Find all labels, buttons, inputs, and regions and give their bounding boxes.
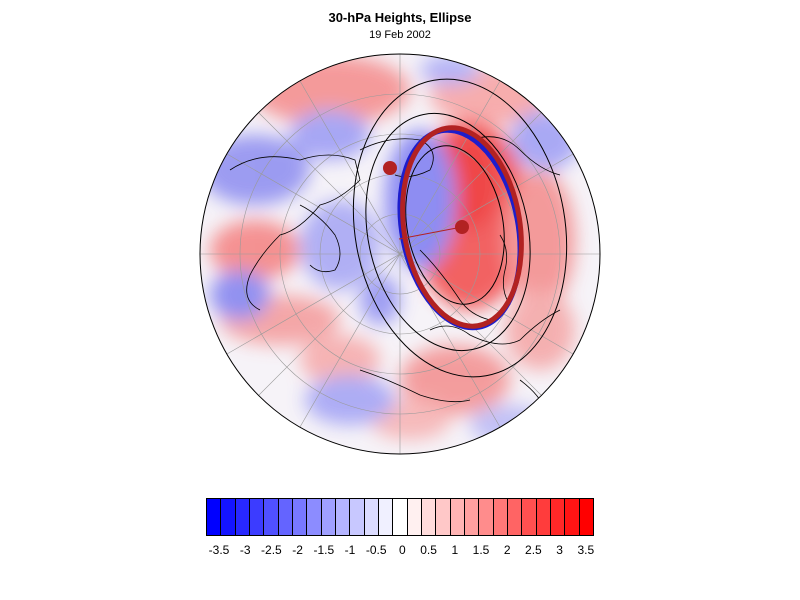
colorbar-tick-label: 0 — [399, 543, 406, 557]
colorbar — [206, 498, 594, 536]
globe-border — [199, 53, 601, 455]
colorbar-segment — [436, 499, 451, 535]
colorbar-segment — [207, 499, 222, 535]
colorbar-tick-label: 2 — [503, 543, 511, 557]
height-contours — [352, 78, 568, 378]
colorbar-segment — [221, 499, 236, 535]
red-ellipse — [400, 125, 524, 329]
colorbar-segment — [450, 499, 465, 535]
colorbar-segment — [335, 499, 351, 535]
colorbar-segment — [350, 499, 365, 535]
colorbar-segment — [364, 499, 379, 535]
colorbar-labels: -3.5 -3 -2.5 -2 -1.5 -1 -0.5 0 0.5 1 1.5 2 2.5 3 3.5 — [0, 543, 800, 559]
vortex-marker — [383, 161, 397, 175]
colorbar-segment — [536, 499, 551, 535]
anomaly-field — [200, 54, 600, 454]
colorbar-segment — [307, 499, 322, 535]
colorbar-segment — [479, 499, 494, 535]
colorbar-segment — [579, 499, 593, 535]
colorbar-tick-label: 3.5 — [577, 543, 595, 557]
graticule — [200, 54, 600, 454]
colorbar-tick-label: -3.5 — [208, 543, 230, 557]
colorbar-segment — [464, 499, 480, 535]
colorbar-segment — [292, 499, 308, 535]
centroid-link — [398, 226, 463, 240]
colorbar-tick-label: -2.5 — [261, 543, 282, 557]
colorbar-tick-label: -3 — [239, 543, 251, 557]
colorbar-segment — [493, 499, 508, 535]
colorbar-segment — [407, 499, 422, 535]
colorbar-tick-label: 1.5 — [472, 543, 490, 557]
colorbar-tick-label: 2.5 — [525, 543, 542, 557]
colorbar-segment — [249, 499, 265, 535]
colorbar-segment — [321, 499, 336, 535]
colorbar-segment — [235, 499, 250, 535]
colorbar-segment — [421, 499, 437, 535]
colorbar-segment — [264, 499, 279, 535]
colorbar-tick-label: -1.5 — [313, 543, 335, 557]
colorbar-tick-label: 1 — [451, 543, 459, 557]
colorbar-segment — [378, 499, 394, 535]
colorbar-tick-label: 0.5 — [420, 543, 437, 557]
colorbar-segment — [393, 499, 408, 535]
map-date: 19 Feb 2002 — [369, 29, 431, 41]
coastlines — [229, 136, 561, 411]
colorbar-segment — [278, 499, 293, 535]
colorbar-segment — [565, 499, 580, 535]
colorbar-tick-label: 3 — [556, 543, 563, 557]
ellipse-center-marker — [455, 220, 469, 234]
colorbar-segment — [550, 499, 566, 535]
map-title: 30-hPa Heights, Ellipse — [328, 10, 472, 25]
colorbar-segment — [522, 499, 537, 535]
colorbar-segment — [507, 499, 523, 535]
colorbar-tick-label: -2 — [292, 543, 303, 557]
colorbar-tick-label: -0.5 — [365, 543, 387, 557]
colorbar-tick-label: -1 — [344, 543, 356, 557]
